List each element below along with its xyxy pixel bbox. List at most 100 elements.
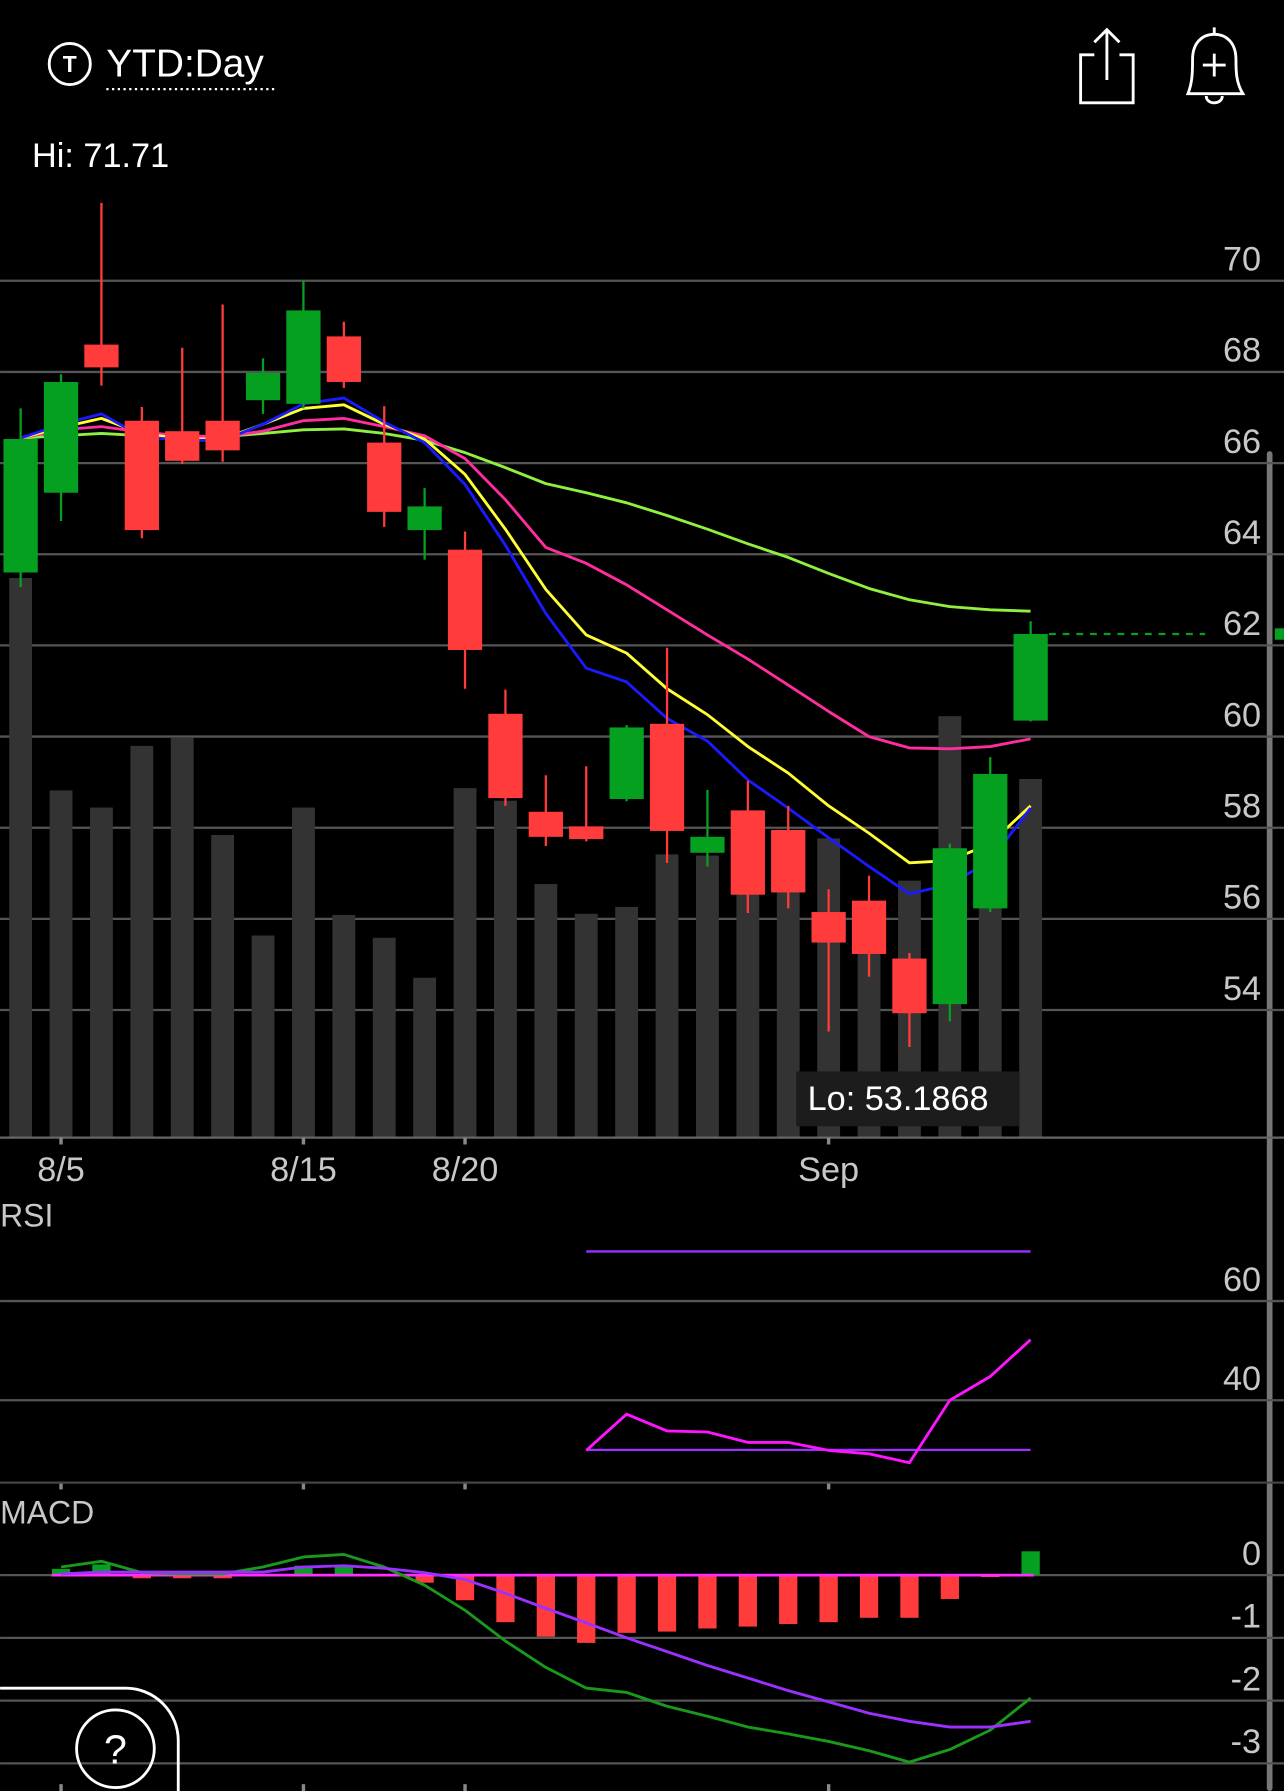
- volume-bar: [170, 737, 194, 1138]
- y-tick-label: 54: [1223, 970, 1261, 1008]
- candle-body: [165, 431, 200, 461]
- candle-body: [488, 713, 523, 799]
- candle-body: [124, 420, 159, 531]
- candle-body: [609, 727, 644, 800]
- volume-bar: [372, 937, 396, 1138]
- high-label: Hi: 71.71: [32, 137, 169, 175]
- volume-bar: [494, 800, 517, 1138]
- histogram-bar: [51, 1568, 71, 1576]
- candle-body: [892, 958, 927, 1014]
- histogram-bar: [334, 1565, 353, 1576]
- share-arrow: [1093, 27, 1121, 80]
- y-tick-label: 66: [1223, 423, 1261, 461]
- candle-body: [447, 549, 483, 650]
- histogram-bar: [779, 1575, 798, 1625]
- histogram-bar: [294, 1565, 313, 1576]
- candle-body: [973, 773, 1008, 909]
- volume-bar: [292, 807, 315, 1138]
- bell-clapper: [1204, 95, 1224, 105]
- volume-bar: [574, 913, 598, 1138]
- y-tick-label: 70: [1223, 241, 1261, 279]
- y-tick-label: 60: [1223, 696, 1261, 734]
- y-tick-label: 40: [1223, 1360, 1261, 1398]
- low-label-box: [796, 1071, 1019, 1127]
- volume-bar: [453, 788, 477, 1138]
- histogram-bar: [213, 1575, 232, 1579]
- macd-line: [61, 1564, 1031, 1729]
- volume-bar: [1019, 778, 1043, 1138]
- histogram-bar: [940, 1575, 959, 1599]
- y-tick-label: -1: [1231, 1598, 1261, 1636]
- candle-body: [528, 811, 563, 837]
- volume-bar: [9, 577, 33, 1138]
- candle-body: [407, 506, 442, 531]
- volume-bar: [776, 892, 800, 1138]
- candle-body: [245, 372, 281, 401]
- volume-bar: [534, 884, 558, 1138]
- panel-title: RSI: [0, 1198, 53, 1234]
- volume-bar: [736, 880, 760, 1138]
- help-circle: [75, 1708, 156, 1790]
- macd-line: [60, 1553, 1032, 1764]
- last-price-tag: [1274, 628, 1284, 640]
- rsi-line: [585, 1338, 1032, 1465]
- y-tick-label: 64: [1223, 514, 1261, 552]
- histogram-bar: [900, 1575, 919, 1618]
- histogram-bar: [415, 1575, 434, 1583]
- range-icon: [47, 41, 92, 86]
- share-button[interactable]: [1079, 27, 1135, 105]
- candle-body: [84, 344, 119, 368]
- candle-body: [1013, 634, 1048, 721]
- histogram-bar: [657, 1575, 677, 1632]
- volume-bar: [413, 977, 437, 1138]
- help-button[interactable]: ?: [0, 1686, 180, 1791]
- histogram-bar: [496, 1575, 515, 1623]
- histogram-bar: [577, 1575, 596, 1643]
- alert-button[interactable]: [1185, 27, 1246, 105]
- volume-bar: [332, 914, 356, 1138]
- x-tick-label: 8/5: [37, 1151, 85, 1189]
- candle-body: [811, 912, 846, 943]
- candle-body: [43, 381, 79, 493]
- candle-body: [205, 420, 240, 451]
- volume-bar: [49, 790, 73, 1138]
- y-tick-label: 58: [1223, 787, 1261, 825]
- histogram-bar: [859, 1575, 879, 1618]
- y-tick-label: 60: [1223, 1261, 1261, 1299]
- low-label: Lo: 53.1868: [808, 1080, 989, 1118]
- candle-body: [569, 826, 604, 840]
- candle-body: [367, 442, 402, 512]
- volume-bar: [130, 745, 154, 1138]
- y-tick-label: -2: [1231, 1660, 1261, 1698]
- volume-bar: [251, 935, 275, 1138]
- histogram-bar: [132, 1575, 151, 1579]
- bell-plus: [1202, 27, 1226, 77]
- candle-body: [3, 438, 38, 573]
- bell: [1185, 32, 1246, 96]
- candle-body: [851, 900, 887, 954]
- volume-bar: [90, 807, 113, 1138]
- y-tick-label: 0: [1242, 1535, 1261, 1573]
- x-tick-label: 8/20: [432, 1151, 499, 1189]
- histogram-bar: [698, 1575, 717, 1629]
- volume-bar: [211, 834, 235, 1138]
- histogram-bar: [536, 1575, 555, 1637]
- histogram-bar: [819, 1575, 838, 1623]
- y-tick-label: -3: [1231, 1723, 1261, 1761]
- x-tick-label: Sep: [798, 1151, 859, 1189]
- candle-body: [326, 336, 361, 382]
- histogram-bar: [92, 1564, 111, 1576]
- volume-bar: [655, 854, 679, 1138]
- candle-body: [730, 810, 765, 895]
- histogram-bar: [617, 1575, 636, 1633]
- histogram-bar: [1021, 1551, 1040, 1576]
- candle-body: [932, 848, 967, 1005]
- help-outline: [0, 1686, 180, 1791]
- x-tick-label: 8/15: [270, 1151, 337, 1189]
- y-tick-label: 56: [1223, 879, 1261, 917]
- candle-body: [286, 310, 321, 404]
- range-icon-letter: T: [63, 51, 77, 77]
- range-selector[interactable]: T YTD:Day: [47, 41, 275, 91]
- panel-title: MACD: [0, 1495, 94, 1531]
